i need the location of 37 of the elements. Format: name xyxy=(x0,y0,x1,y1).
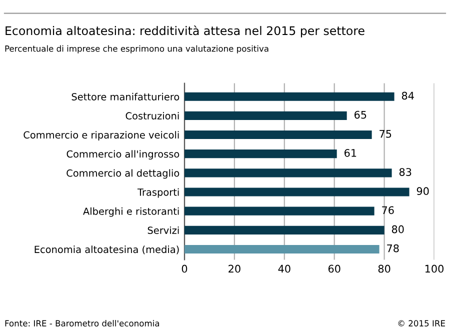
y-tick-label: Costruzioni xyxy=(126,112,179,120)
x-tick-label: 20 xyxy=(228,264,240,273)
bar xyxy=(184,168,392,178)
x-tick-label: 60 xyxy=(328,264,340,273)
y-tick-label: Trasporti xyxy=(137,188,179,198)
bar xyxy=(184,206,374,216)
y-tick-label: Commercio al dettaglio xyxy=(66,169,180,179)
y-tick-label: Commercio e riparazione veicoli xyxy=(24,131,179,140)
chart-title: Economia altoatesina: redditività attesa nel 2015 per settore xyxy=(6,26,364,38)
bar xyxy=(184,92,394,101)
data-label: 65 xyxy=(354,110,366,119)
bar xyxy=(184,188,410,196)
bar xyxy=(184,226,384,234)
x-tick-label: 80 xyxy=(378,264,390,273)
data-label: 80 xyxy=(392,225,404,234)
data-label: 76 xyxy=(382,206,394,214)
y-tick-label: Commercio all'ingrosso xyxy=(66,150,180,160)
chart-subtitle: Percentuale di imprese che esprimono una valutazione positiva xyxy=(5,45,268,54)
bar xyxy=(184,111,347,120)
data-label: 61 xyxy=(344,148,356,157)
text: © 2015 IRE xyxy=(398,320,445,326)
x-tick-label: 40 xyxy=(278,264,290,273)
x-tick-label: 100 xyxy=(425,264,444,273)
x-tick-label: 0 xyxy=(182,264,188,273)
data-label: 78 xyxy=(387,244,399,252)
bar xyxy=(184,150,337,158)
data-label: 84 xyxy=(402,92,414,100)
y-tick-label: Economia altoatesina (media) xyxy=(34,246,179,254)
bar xyxy=(184,130,372,140)
y-tick-label: Servizi xyxy=(148,226,179,234)
y-tick-label: Alberghi e ristoranti xyxy=(83,207,179,217)
data-label: 75 xyxy=(380,130,392,138)
bar xyxy=(184,244,380,254)
data-label: 83 xyxy=(399,168,412,176)
data-label: 90 xyxy=(416,187,429,196)
y-tick-label: Settore manifatturiero xyxy=(72,92,180,100)
source-note: Fonte: IRE - Barometro dell'economia xyxy=(5,320,160,326)
